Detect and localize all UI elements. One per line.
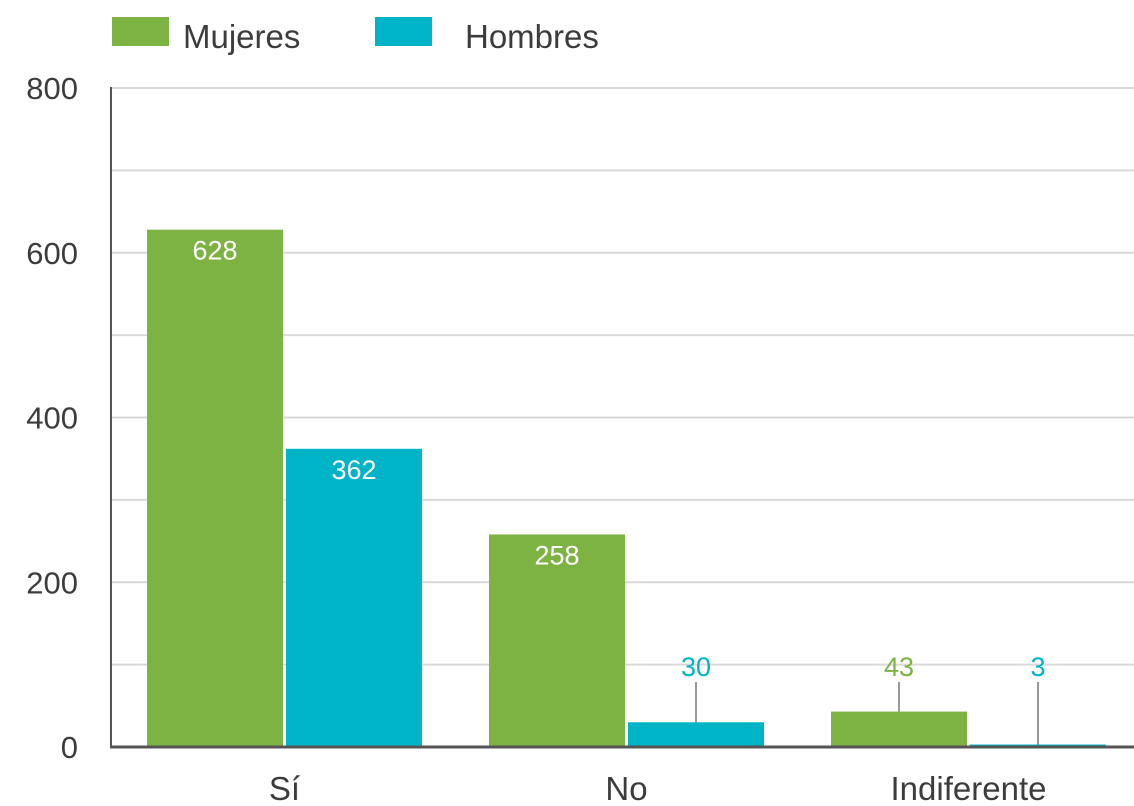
legend: Mujeres Hombres — [112, 17, 599, 55]
y-tick-labels: 0 200 400 600 800 — [26, 71, 78, 765]
data-label-hombres-0: 362 — [331, 455, 376, 485]
legend-swatch-hombres — [375, 17, 432, 46]
bars — [147, 229, 1106, 747]
x-category-labels: Sí No Indiferente — [269, 770, 1047, 806]
y-tick-label-2: 400 — [26, 401, 78, 436]
x-category-label-0: Sí — [269, 770, 300, 806]
y-tick-label-0: 0 — [61, 730, 78, 765]
legend-swatch-mujeres — [112, 17, 169, 46]
data-label-mujeres-2: 43 — [884, 652, 914, 682]
y-tick-label-4: 800 — [26, 71, 78, 106]
bar-mujeres-0 — [147, 229, 283, 747]
data-label-hombres-2: 3 — [1030, 652, 1045, 682]
bar-mujeres-1 — [489, 534, 625, 747]
data-label-mujeres-0: 628 — [192, 236, 237, 266]
x-category-label-2: Indiferente — [891, 770, 1047, 806]
x-category-label-1: No — [605, 770, 647, 806]
bar-hombres-0 — [286, 448, 422, 747]
data-label-mujeres-1: 258 — [534, 540, 579, 570]
y-tick-label-1: 200 — [26, 565, 78, 600]
legend-label-hombres: Hombres — [465, 18, 599, 55]
data-labels: 628 362 258 30 43 3 — [192, 236, 1046, 745]
bar-hombres-1 — [628, 722, 764, 747]
legend-label-mujeres: Mujeres — [183, 18, 300, 55]
bar-mujeres-2 — [831, 711, 967, 747]
data-label-hombres-1: 30 — [681, 652, 711, 682]
y-tick-label-3: 600 — [26, 236, 78, 271]
